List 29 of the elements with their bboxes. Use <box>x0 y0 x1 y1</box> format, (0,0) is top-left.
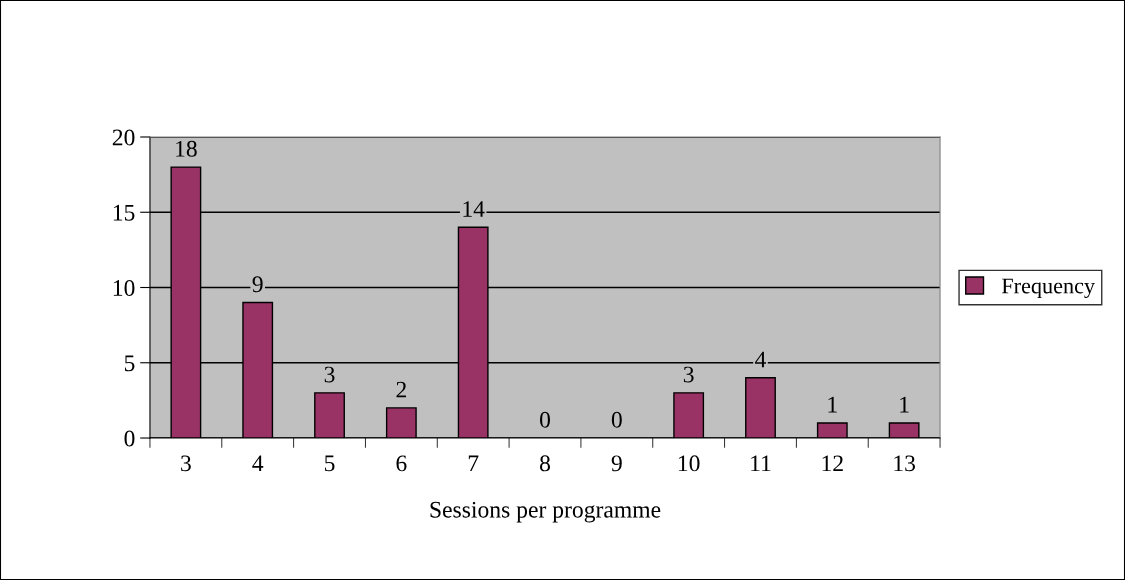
x-tick-label: 6 <box>396 455 407 472</box>
y-tick-label: 0 <box>124 430 135 447</box>
data-label: 3 <box>683 366 694 383</box>
x-tick-label: 3 <box>181 455 191 472</box>
y-tick-label: 15 <box>113 204 135 221</box>
data-label: 14 <box>463 201 485 217</box>
data-label: 3 <box>324 366 335 383</box>
y-tick-label: 10 <box>113 280 135 296</box>
data-label: 1 <box>828 396 837 413</box>
x-tick-label: 10 <box>678 455 700 472</box>
legend-label: Frequency <box>1001 278 1095 299</box>
x-tick-label: 4 <box>252 455 264 472</box>
data-label: 18 <box>176 140 197 157</box>
x-tick-label: 12 <box>822 455 843 472</box>
data-label: 0 <box>611 411 622 428</box>
data-label: 1 <box>900 396 909 413</box>
data-label: 0 <box>540 411 551 428</box>
data-label: 4 <box>755 351 767 368</box>
data-label: 2 <box>396 381 406 398</box>
y-tick-label: 20 <box>112 129 135 146</box>
x-tick-label: 8 <box>540 455 551 472</box>
y-tick-label: 5 <box>124 355 135 372</box>
data-label: 9 <box>252 276 263 293</box>
x-tick-label: 13 <box>894 455 916 472</box>
x-tick-label: 11 <box>751 455 771 472</box>
x-tick-label: 7 <box>468 455 479 472</box>
x-axis-title: Sessions per programme <box>430 501 661 523</box>
x-tick-label: 5 <box>325 455 335 472</box>
x-tick-label: 9 <box>611 455 622 472</box>
